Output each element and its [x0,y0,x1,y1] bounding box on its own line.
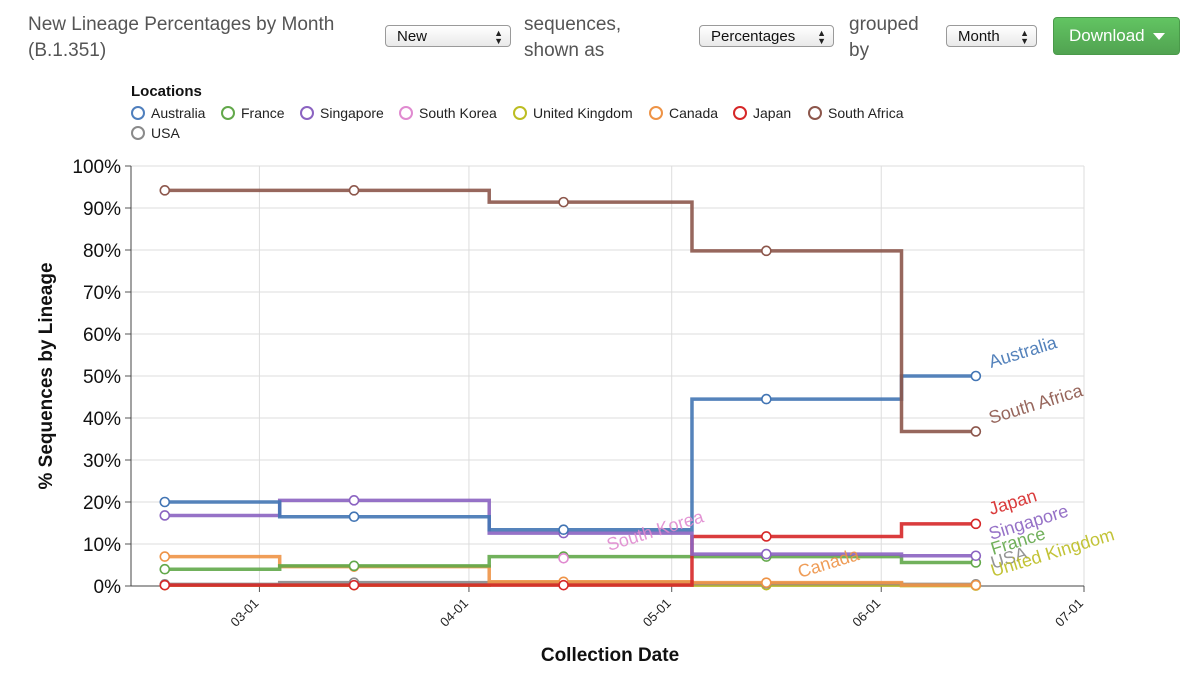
data-point-australia [970,370,982,382]
data-point-south-africa [558,196,569,208]
legend-item-australia[interactable]: Australia [131,104,205,122]
y-tick-label: 70% [83,283,121,304]
legend-marker-icon [131,126,145,140]
legend-item-united-kingdom[interactable]: United Kingdom [513,104,633,122]
legend-label: USA [151,125,180,141]
caret-down-icon [1153,33,1165,40]
y-tick-label: 0% [94,577,122,598]
x-tick-label: 03-01 [227,596,261,630]
data-point-singapore [970,550,982,562]
series-line-france [164,554,976,571]
series-line-australia [164,374,976,532]
x-tick-label: 06-01 [849,596,883,630]
data-point-japan [761,531,772,542]
x-tick-label: 04-01 [437,596,471,630]
legend-marker-icon [649,106,663,120]
legend-marker-icon [399,106,413,120]
data-point-japan [348,579,360,591]
legend-label: Singapore [320,105,384,121]
data-point-singapore [348,495,360,506]
y-tick-label: 30% [83,451,121,472]
data-point-canada [761,577,772,588]
legend-label: South Korea [419,105,497,121]
legend-marker-icon [300,106,314,120]
legend-item-france[interactable]: France [221,104,285,122]
y-tick-label: 40% [83,409,121,430]
y-axis-label: % Sequences by Lineage [36,262,57,489]
data-point-japan [159,579,171,591]
legend-marker-icon [513,106,527,120]
legend-item-south-korea[interactable]: South Korea [399,104,497,122]
data-point-australia [761,393,772,405]
display-mode-value: Percentages [711,28,796,45]
legend-item-singapore[interactable]: Singapore [300,104,384,122]
y-tick-label: 60% [83,325,121,346]
series-line-south-africa [164,188,976,434]
y-tick-label: 80% [83,241,121,262]
data-point-canada [970,579,982,591]
data-point-japan [558,579,569,591]
legend-item-south-africa[interactable]: South Africa [808,104,904,122]
legend-title: Locations [131,83,202,100]
y-tick-label: 100% [72,157,121,178]
select-arrows-icon: ▲ ▼ [817,28,826,46]
data-point-south-africa [159,185,171,196]
legend-label: South Africa [828,105,904,121]
data-point-south-africa [970,426,982,437]
sequence-type-value: New [397,28,428,45]
x-tick-label: 07-01 [1052,596,1086,630]
legend-item-usa[interactable]: USA [131,124,180,142]
legend-marker-icon [221,106,235,120]
series-label-south-africa: South Africa [986,380,1086,428]
legend-label: Canada [669,105,719,121]
select-arrows-icon: ▲ ▼ [494,28,503,46]
group-by-value: Month [958,28,1000,45]
data-point-australia [159,496,171,508]
data-point-france [159,563,171,575]
download-button[interactable]: Download [1053,17,1180,55]
data-point-south-africa [761,245,772,257]
select-arrows-icon: ▲ ▼ [1020,28,1029,46]
legend-marker-icon [808,106,822,120]
y-tick-label: 50% [83,367,121,388]
download-label: Download [1069,26,1145,45]
y-tick-label: 10% [83,535,121,556]
data-point-singapore [159,510,171,521]
data-point-canada [159,551,171,562]
data-point-south-africa [348,185,360,196]
x-tick-label: 05-01 [640,596,674,630]
sequences-shown-as-label: sequences, shown as [524,14,622,61]
series-label-australia: Australia [986,332,1060,372]
data-point-australia [558,524,569,536]
y-tick-label: 20% [83,493,121,514]
data-point-japan [970,518,982,530]
control-bar: New Lineage Percentages by Month (B.1.35… [0,0,1200,80]
legend-marker-icon [131,106,145,120]
display-mode-select[interactable]: Percentages ▲ ▼ [699,25,834,47]
chart-title: New Lineage Percentages by Month (B.1.35… [28,14,335,61]
legend-item-japan[interactable]: Japan [733,104,791,122]
legend-label: France [241,105,285,121]
grouped-by-label: grouped by [849,14,919,61]
legend-label: Japan [753,105,792,121]
group-by-select[interactable]: Month ▲ ▼ [946,25,1037,47]
data-point-france [348,560,360,572]
y-tick-label: 90% [83,199,121,220]
data-point-australia [348,511,360,523]
legend-marker-icon [733,106,747,120]
legend-label: Australia [151,105,206,121]
legend-label: United Kingdom [533,105,633,121]
sequence-type-select[interactable]: New ▲ ▼ [385,25,511,47]
data-point-south-korea [558,552,569,564]
data-point-singapore [761,548,772,560]
series-label-canada: Canada [795,544,862,582]
legend-item-canada[interactable]: Canada [649,104,718,122]
x-axis-label: Collection Date [541,645,679,666]
series-line-japan [164,522,976,587]
